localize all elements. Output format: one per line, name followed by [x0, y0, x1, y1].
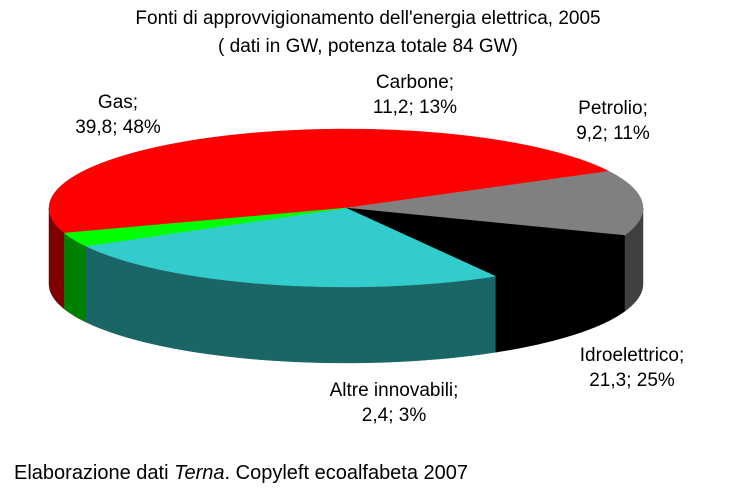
chart-title: Fonti di approvvigionamento dell'energia… — [135, 8, 601, 29]
slice-label-gas: Gas; 39,8; 48% — [75, 90, 161, 140]
credit-source: Terna — [174, 462, 225, 484]
credit-prefix: Elaborazione dati — [14, 462, 175, 484]
pie-side-altre-innovabili — [64, 232, 86, 323]
slice-name: Idroelettrico; — [579, 345, 685, 366]
slice-value: 2,4; 3% — [361, 405, 427, 426]
pie-top-faces — [48, 128, 644, 288]
slice-name: Petrolio; — [578, 98, 648, 119]
slice-label-idroelettrico: Idroelettrico; 21,3; 25% — [580, 343, 685, 393]
pie-slice-gas — [48, 128, 610, 234]
slice-value: 9,2; 11% — [576, 123, 650, 144]
credit-suffix: . Copyleft ecoalfabeta 2007 — [224, 462, 469, 484]
pie-slice-carbone — [345, 170, 644, 236]
pie-slice-petrolio — [345, 207, 626, 277]
slice-label-petrolio: Petrolio; 9,2; 11% — [576, 96, 650, 146]
slice-value: 11,2; 13% — [372, 97, 458, 118]
slice-value: 39,8; 48% — [75, 117, 161, 138]
slice-label-carbone: Carbone; 11,2; 13% — [373, 70, 457, 120]
pie-slice-altre-innovabili — [63, 207, 347, 247]
slice-name: Altre innovabili; — [329, 380, 459, 401]
slice-name: Gas; — [97, 92, 139, 113]
slice-label-altre-innovabili: Altre innovabili; 2,4; 3% — [330, 378, 459, 428]
slice-value: 21,3; 25% — [589, 370, 675, 391]
chart-subtitle: ( dati in GW, potenza totale 84 GW) — [218, 36, 518, 57]
pie-side-walls — [48, 207, 644, 364]
source-credit: Elaborazione dati Terna. Copyleft ecoalf… — [14, 462, 468, 485]
pie-slice-idroelettrico — [84, 207, 497, 288]
slice-name: Carbone; — [375, 72, 455, 93]
